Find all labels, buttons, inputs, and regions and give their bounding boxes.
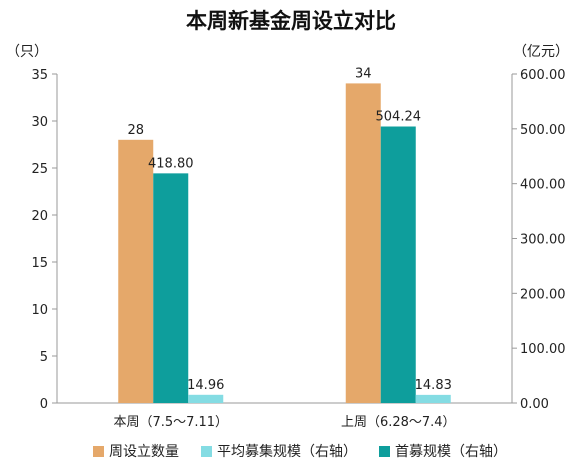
category-label: 上周（6.28～7.4） — [341, 415, 456, 430]
left-tick-label: 10 — [31, 303, 48, 318]
bar — [188, 394, 224, 403]
data-label: 504.24 — [376, 110, 422, 125]
left-tick-label: 25 — [31, 162, 48, 177]
left-tick-label: 15 — [31, 256, 48, 271]
legend-label: 首募规模（右轴） — [395, 444, 507, 460]
legend-swatch — [201, 446, 212, 457]
bar — [380, 126, 416, 404]
data-label: 14.96 — [187, 378, 224, 393]
data-label: 34 — [355, 66, 372, 81]
right-tick-label: 500.00 — [520, 123, 566, 138]
right-tick-label: 100.00 — [520, 342, 566, 357]
left-axis-ticks: 0 5 10 15 20 25 30 35 — [31, 68, 57, 412]
right-tick-label: 400.00 — [520, 178, 566, 193]
bars — [118, 83, 451, 404]
category-label: 本周（7.5～7.11） — [113, 415, 228, 430]
left-tick-label: 5 — [40, 350, 48, 365]
bar — [345, 83, 381, 404]
bar — [153, 173, 189, 403]
right-tick-label: 600.00 — [520, 68, 566, 83]
right-axis-unit: （亿元） — [513, 44, 569, 60]
data-label: 418.80 — [148, 156, 194, 171]
right-tick-label: 0.00 — [520, 397, 549, 412]
left-axis-unit: （只） — [6, 44, 48, 60]
left-tick-label: 30 — [31, 115, 48, 130]
legend-label: 周设立数量 — [109, 444, 179, 460]
legend-label: 平均募集规模（右轴） — [217, 443, 357, 460]
right-tick-label: 300.00 — [520, 233, 566, 248]
bar — [118, 139, 154, 404]
right-tick-label: 200.00 — [520, 287, 566, 302]
legend: 周设立数量 平均募集规模（右轴） 首募规模（右轴） — [93, 443, 507, 460]
left-tick-label: 35 — [31, 68, 48, 83]
legend-swatch — [379, 446, 390, 457]
category-labels: 本周（7.5～7.11） 上周（6.28～7.4） — [113, 415, 455, 430]
data-label: 14.83 — [415, 378, 452, 393]
data-labels: 28 418.80 14.96 34 504.24 14.83 — [127, 66, 451, 392]
bar — [415, 394, 451, 403]
legend-swatch — [93, 446, 104, 457]
right-axis-ticks: 0.00 100.00 200.00 300.00 400.00 500.00 600.00 — [512, 68, 566, 412]
left-tick-label: 0 — [40, 397, 48, 412]
left-tick-label: 20 — [31, 209, 48, 224]
data-label: 28 — [127, 123, 144, 138]
chart-title: 本周新基金周设立对比 — [186, 9, 396, 33]
